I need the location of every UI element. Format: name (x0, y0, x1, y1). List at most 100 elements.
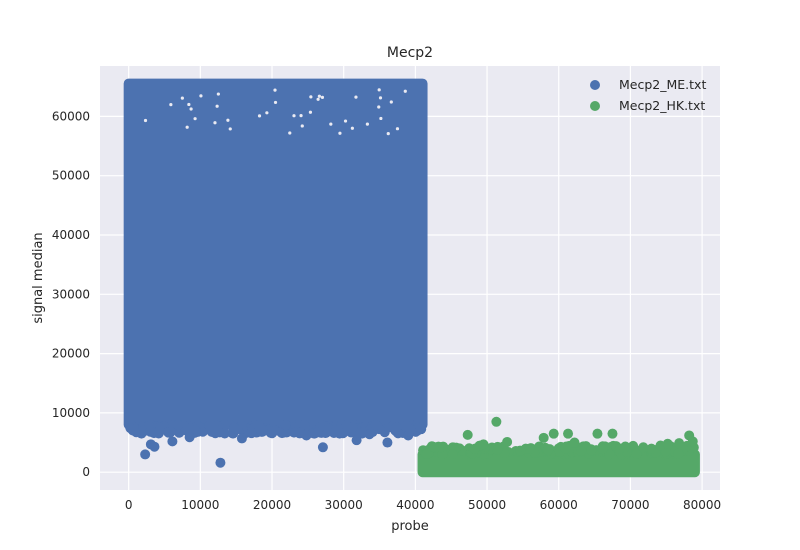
hk-point (662, 438, 673, 449)
me-point (215, 457, 226, 468)
me-gap (193, 117, 197, 121)
me-gap (377, 88, 381, 92)
me-point (403, 430, 414, 441)
me-point (391, 422, 402, 433)
hk-point (524, 443, 535, 454)
y-tick-label: 50000 (52, 169, 90, 183)
legend-label-me: Mecp2_ME.txt (619, 77, 706, 92)
hk-point (428, 441, 439, 452)
hk-point (638, 442, 649, 453)
me-point (364, 429, 375, 440)
hk-point (628, 440, 639, 451)
x-tick-label: 30000 (325, 498, 363, 512)
chart-title: Mecp2 (387, 45, 433, 61)
x-tick-label: 0 (125, 498, 133, 512)
me-gap (316, 97, 320, 101)
legend-marker-hk (590, 101, 600, 111)
me-gap (273, 88, 277, 92)
x-tick-label: 40000 (396, 498, 434, 512)
me-point (301, 430, 312, 441)
me-gap (386, 132, 390, 136)
me-gap (308, 110, 313, 114)
x-tick-label: 50000 (468, 498, 506, 512)
me-gap (215, 104, 219, 108)
legend: Mecp2_ME.txt Mecp2_HK.txt (590, 77, 706, 113)
me-point (184, 423, 195, 434)
x-tick-label: 20000 (253, 498, 291, 512)
me-point (400, 421, 411, 432)
x-tick-label: 10000 (181, 498, 219, 512)
me-point (167, 436, 178, 447)
legend-marker-me (590, 80, 600, 90)
hk-point (586, 445, 597, 456)
me-gap (257, 114, 262, 118)
me-gap (143, 118, 148, 123)
me-gap (317, 94, 321, 98)
me-gap (199, 94, 203, 98)
me-gap (265, 111, 269, 115)
me-point (341, 420, 352, 431)
hk-point (538, 432, 549, 443)
y-tick-label: 40000 (52, 228, 90, 242)
hk-point (462, 429, 473, 440)
me-gap (189, 107, 193, 111)
me-point (280, 419, 291, 430)
me-gap (379, 116, 383, 121)
me-point (165, 427, 176, 438)
me-point (255, 423, 266, 434)
me-gap (378, 96, 383, 100)
hk-point (673, 448, 684, 459)
hk-point (674, 438, 685, 449)
hk-point (631, 448, 642, 459)
me-gap (213, 121, 217, 125)
me-point (173, 419, 184, 430)
me-gap (343, 119, 348, 123)
hk-point (569, 437, 580, 448)
me-gap (377, 105, 381, 109)
me-series-density (123, 78, 428, 430)
hk-point (687, 436, 698, 447)
me-point (149, 441, 160, 452)
me-point (269, 425, 280, 436)
hk-point (560, 443, 571, 454)
me-gap (389, 100, 393, 104)
me-point (236, 433, 247, 444)
me-point (370, 419, 381, 430)
x-tick-label: 70000 (611, 498, 649, 512)
hk-point (502, 436, 513, 447)
me-point (328, 428, 339, 439)
me-gap (292, 114, 296, 118)
hk-point (597, 444, 608, 455)
me-gap (350, 126, 354, 130)
hk-point (469, 443, 480, 454)
y-axis-label: signal median (31, 232, 46, 323)
y-tick-label: 20000 (52, 347, 90, 361)
me-gap (288, 131, 292, 135)
me-gap (228, 127, 232, 131)
hk-point (548, 428, 559, 439)
me-gap (365, 122, 369, 126)
me-gap (185, 125, 189, 129)
hk-point (492, 444, 503, 455)
me-gap (180, 96, 184, 100)
me-point (140, 449, 151, 460)
plot-area (100, 66, 720, 490)
me-gap (354, 95, 358, 99)
me-point (382, 437, 393, 448)
me-gap (226, 118, 230, 122)
me-point (299, 419, 310, 430)
hk-point (542, 444, 553, 455)
hk-point (576, 446, 587, 457)
x-axis-label: probe (391, 519, 429, 534)
me-gap (338, 131, 342, 135)
y-tick-label: 60000 (52, 109, 90, 123)
me-point (415, 423, 426, 434)
hk-point (447, 449, 458, 460)
hk-point (563, 428, 574, 439)
legend-label-hk: Mecp2_HK.txt (619, 98, 705, 113)
me-point (204, 420, 215, 431)
me-gap (309, 95, 313, 99)
me-gap (216, 92, 220, 96)
me-point (317, 442, 328, 453)
